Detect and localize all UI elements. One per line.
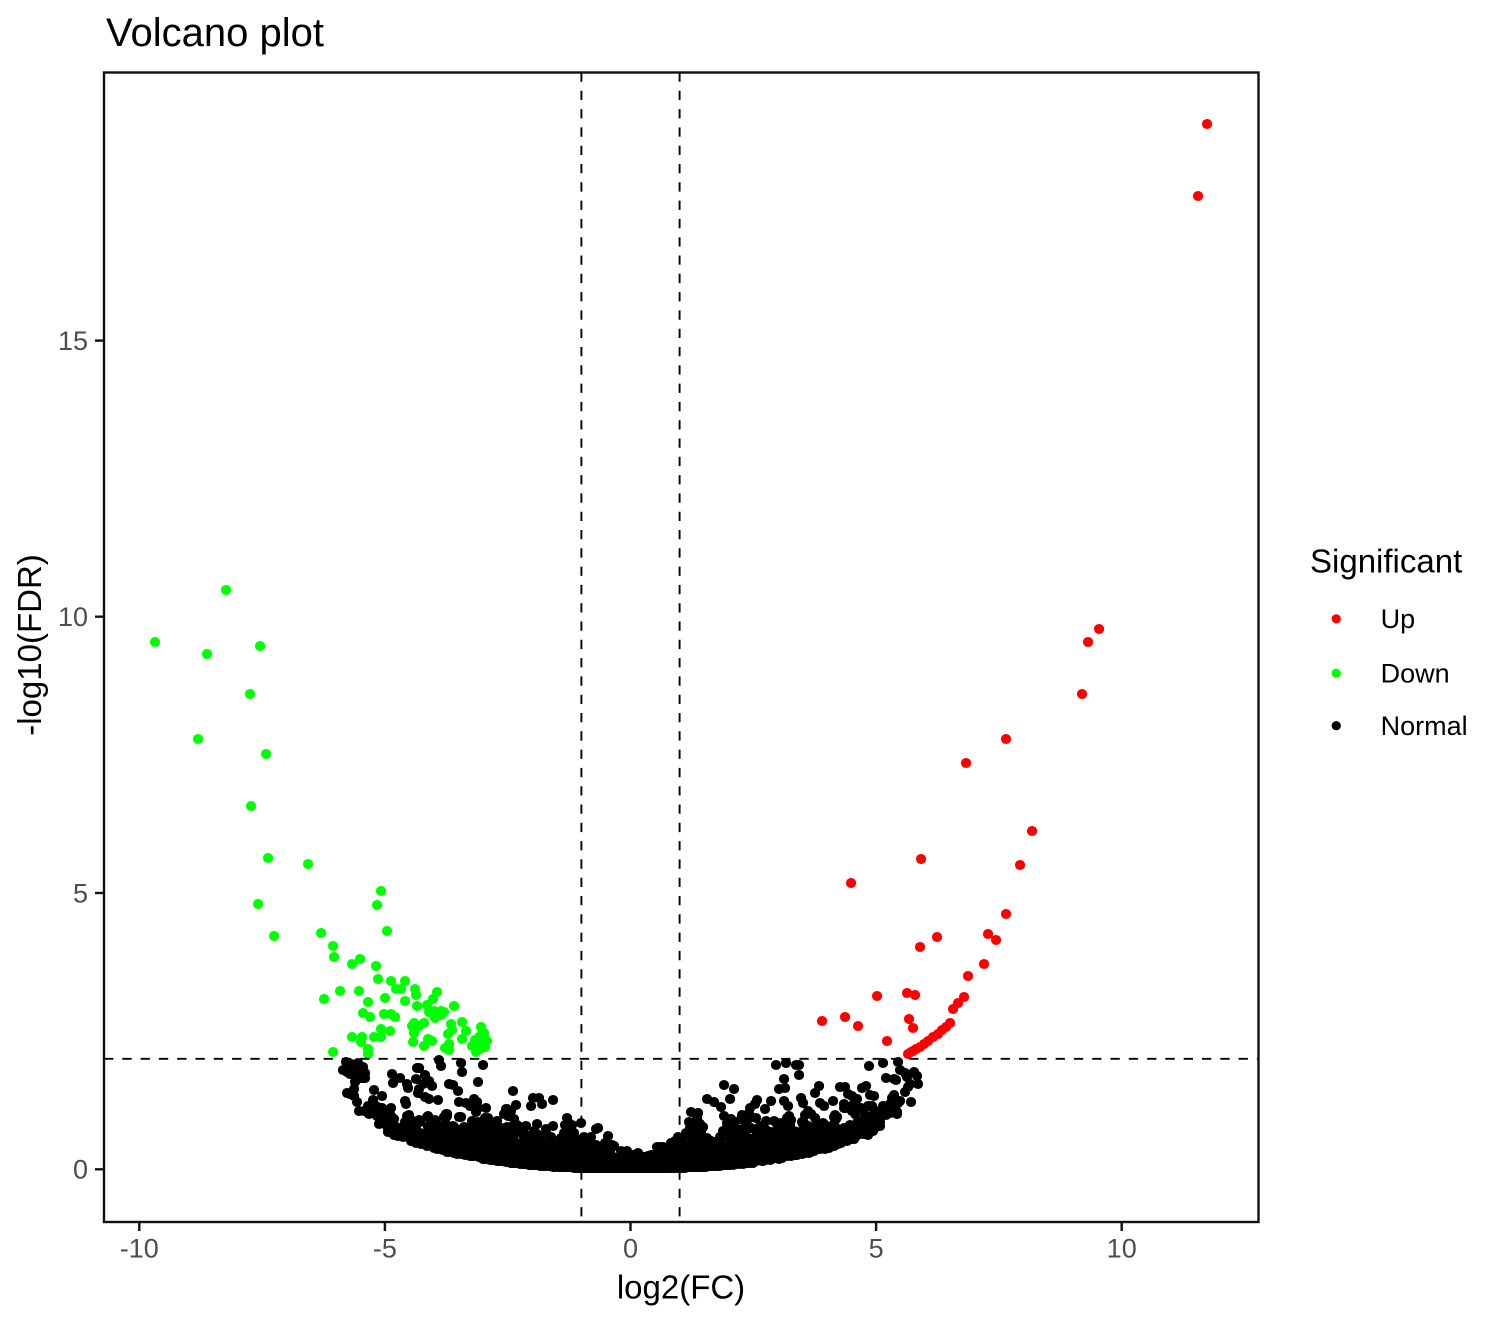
svg-text:Up: Up — [1381, 604, 1416, 634]
svg-text:0: 0 — [73, 1155, 88, 1185]
svg-text:Normal: Normal — [1381, 711, 1468, 741]
svg-text:Volcano plot: Volcano plot — [106, 11, 324, 55]
svg-text:log2(FC): log2(FC) — [617, 1269, 745, 1306]
svg-text:10: 10 — [1107, 1234, 1137, 1264]
svg-text:-10: -10 — [120, 1234, 159, 1264]
svg-text:-5: -5 — [373, 1234, 397, 1264]
svg-text:5: 5 — [73, 878, 88, 908]
svg-text:15: 15 — [58, 326, 88, 356]
svg-text:10: 10 — [58, 602, 88, 632]
svg-text:Significant: Significant — [1310, 543, 1462, 580]
svg-text:Down: Down — [1381, 659, 1450, 689]
svg-text:-log10(FDR): -log10(FDR) — [11, 554, 48, 736]
svg-text:0: 0 — [623, 1234, 638, 1264]
svg-text:5: 5 — [869, 1234, 884, 1264]
